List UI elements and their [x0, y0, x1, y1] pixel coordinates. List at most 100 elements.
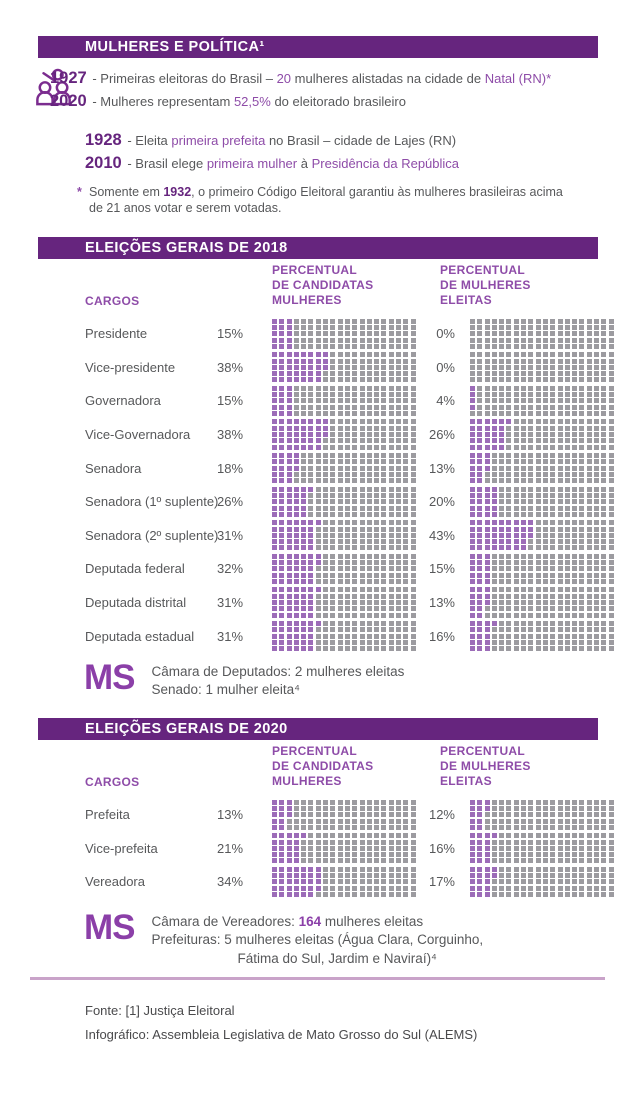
waffle-cell — [272, 639, 277, 645]
waffle-cell — [366, 392, 372, 398]
waffle-cell — [601, 438, 607, 444]
main-title-bar: MULHERES E POLÍTICA¹ — [38, 36, 598, 58]
waffle-cell — [352, 621, 358, 627]
waffle-cell — [344, 879, 350, 885]
waffle-cell — [272, 873, 277, 879]
eleitas-waffle-chart — [470, 318, 614, 349]
waffle-cell — [470, 404, 475, 410]
waffle-cell — [499, 325, 505, 330]
text-segment: 20 — [276, 71, 295, 86]
waffle-cell — [344, 639, 350, 645]
waffle-cell — [293, 325, 299, 330]
waffle-cell — [301, 818, 307, 824]
waffle-cell — [484, 318, 490, 324]
waffle-cell — [601, 364, 607, 370]
waffle-cell — [352, 639, 358, 645]
waffle-cell — [572, 593, 578, 599]
waffle-cell — [521, 839, 527, 845]
waffle-cell — [550, 818, 556, 824]
waffle-cell — [477, 560, 483, 566]
waffle-cell — [381, 499, 387, 505]
waffle-cell — [470, 492, 475, 498]
waffle-cell — [586, 560, 592, 566]
waffle-cell — [301, 532, 307, 538]
waffle-cell — [366, 425, 372, 431]
waffle-cell — [477, 453, 483, 459]
waffle-cell — [323, 627, 329, 633]
waffle-cell — [352, 526, 358, 532]
waffle-cell — [337, 444, 343, 450]
waffle-cell — [557, 866, 563, 872]
waffle-cell — [550, 465, 556, 471]
waffle-cell — [359, 639, 365, 645]
waffle-cell — [564, 499, 570, 505]
waffle-cell — [564, 398, 570, 404]
waffle-cell — [491, 824, 497, 830]
waffle-cell — [470, 633, 475, 639]
waffle-cell — [506, 627, 512, 633]
eleitas-waffle-chart — [470, 520, 614, 551]
waffle-cell — [308, 866, 314, 872]
waffle-cell — [279, 459, 285, 465]
waffle-cell — [286, 553, 292, 559]
waffle-cell — [396, 499, 402, 505]
waffle-cell — [308, 633, 314, 639]
waffle-cell — [601, 520, 607, 526]
waffle-cell — [388, 873, 394, 879]
waffle-cell — [499, 839, 505, 845]
waffle-cell — [272, 824, 277, 830]
waffle-cell — [513, 377, 519, 383]
waffle-cell — [470, 505, 475, 511]
waffle-cell — [535, 639, 541, 645]
waffle-cell — [403, 453, 409, 459]
waffle-cell — [477, 371, 483, 377]
waffle-cell — [366, 593, 372, 599]
waffle-cell — [301, 812, 307, 818]
waffle-cell — [301, 587, 307, 593]
waffle-cell — [594, 833, 600, 839]
waffle-cell — [323, 892, 329, 898]
waffle-cell — [374, 358, 380, 364]
waffle-cell — [279, 392, 285, 398]
waffle-cell — [359, 492, 365, 498]
waffle-cell — [579, 318, 585, 324]
waffle-cell — [330, 833, 336, 839]
waffle-cell — [601, 392, 607, 398]
footer-credit: Infográfico: Assembleia Legislativa de M… — [85, 1027, 478, 1043]
waffle-cell — [499, 621, 505, 627]
waffle-cell — [579, 425, 585, 431]
candidatas-waffle-chart — [272, 587, 416, 618]
waffle-cell — [535, 566, 541, 572]
waffle-cell — [491, 492, 497, 498]
waffle-cell — [344, 799, 350, 805]
waffle-cell — [550, 432, 556, 438]
waffle-cell — [315, 526, 321, 532]
waffle-cell — [542, 471, 548, 477]
waffle-cell — [542, 425, 548, 431]
waffle-cell — [506, 879, 512, 885]
waffle-cell — [388, 459, 394, 465]
waffle-cell — [594, 478, 600, 484]
waffle-cell — [396, 892, 402, 898]
waffle-cell — [608, 621, 614, 627]
waffle-cell — [542, 486, 548, 492]
waffle-cell — [594, 621, 600, 627]
waffle-cell — [279, 824, 285, 830]
waffle-cell — [330, 593, 336, 599]
waffle-cell — [491, 812, 497, 818]
eleitas-waffle-chart — [470, 419, 614, 450]
waffle-cell — [477, 566, 483, 572]
candidatas-waffle-chart — [272, 621, 416, 652]
waffle-cell — [315, 873, 321, 879]
waffle-cell — [506, 587, 512, 593]
waffle-cell — [608, 325, 614, 330]
waffle-cell — [272, 818, 277, 824]
waffle-cell — [506, 646, 512, 652]
waffle-cell — [286, 352, 292, 358]
waffle-cell — [396, 444, 402, 450]
text-segment: 1932 — [163, 185, 192, 199]
waffle-cell — [564, 385, 570, 391]
waffle-cell — [388, 818, 394, 824]
waffle-cell — [535, 532, 541, 538]
waffle-cell — [403, 364, 409, 370]
